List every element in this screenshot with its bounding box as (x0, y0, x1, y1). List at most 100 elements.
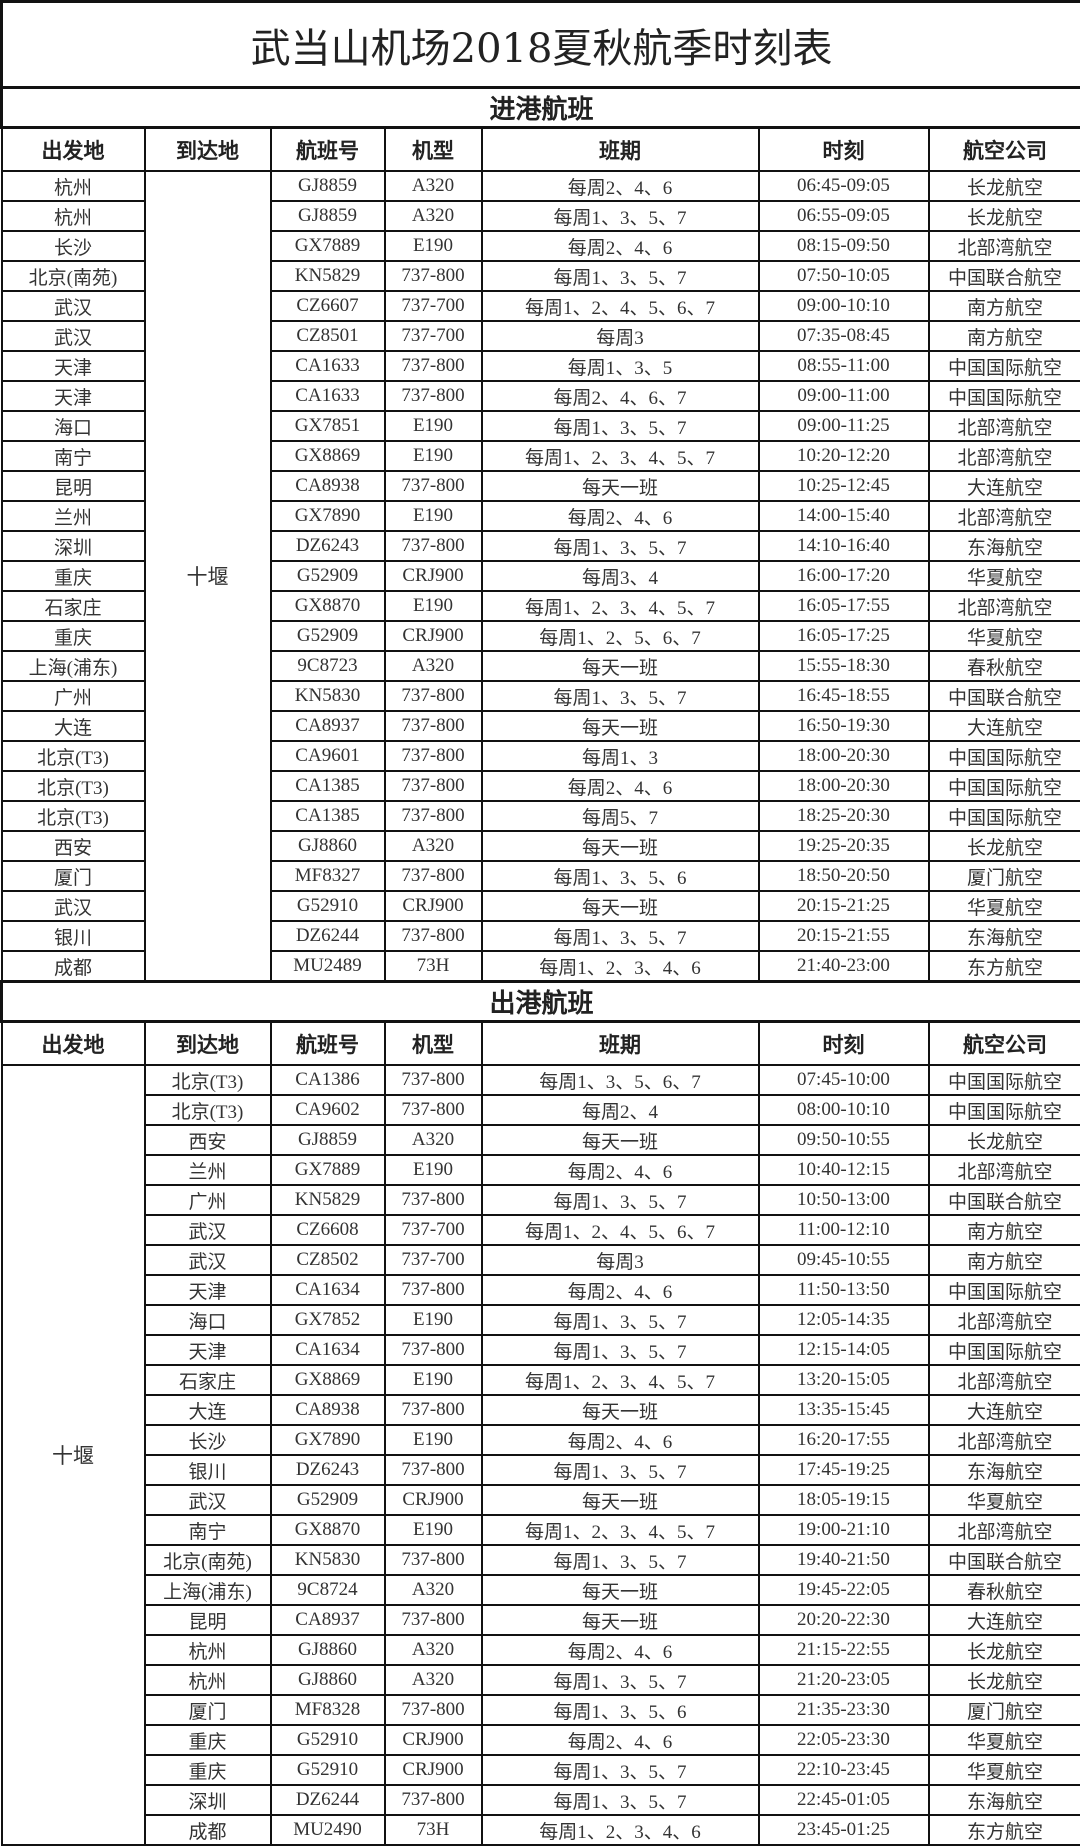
cell-flight-number: GX7889 (271, 1155, 385, 1185)
cell-airline: 长龙航空 (929, 1125, 1080, 1155)
cell-flight-number: CA1386 (271, 1065, 385, 1095)
cell-time: 16:05-17:55 (759, 591, 929, 621)
cell-destination: 大连 (145, 1395, 271, 1425)
cell-schedule: 每周1、3、5、6、7 (482, 1065, 759, 1095)
cell-aircraft: 737-800 (385, 1335, 482, 1365)
cell-time: 18:50-20:50 (759, 861, 929, 891)
cell-airline: 华夏航空 (929, 1755, 1080, 1785)
cell-schedule: 每周1、2、3、4、6 (482, 1815, 759, 1845)
cell-time: 06:45-09:05 (759, 171, 929, 201)
cell-flight-number: GJ8860 (271, 831, 385, 861)
cell-flight-number: CA8937 (271, 711, 385, 741)
cell-time: 21:35-23:30 (759, 1695, 929, 1725)
cell-schedule: 每天一班 (482, 1125, 759, 1155)
cell-airline: 北部湾航空 (929, 1305, 1080, 1335)
cell-flight-number: MU2490 (271, 1815, 385, 1845)
cell-schedule: 每周1、2、3、4、5、7 (482, 591, 759, 621)
cell-schedule: 每周1、3 (482, 741, 759, 771)
cell-destination: 石家庄 (145, 1365, 271, 1395)
cell-schedule: 每周1、3、5、7 (482, 531, 759, 561)
cell-aircraft: 737-800 (385, 771, 482, 801)
cell-aircraft: 737-700 (385, 1215, 482, 1245)
cell-aircraft: A320 (385, 1665, 482, 1695)
cell-origin: 西安 (2, 831, 145, 861)
cell-destination: 武汉 (145, 1215, 271, 1245)
cell-origin: 武汉 (2, 291, 145, 321)
cell-airline: 北部湾航空 (929, 1155, 1080, 1185)
cell-airline: 南方航空 (929, 321, 1080, 351)
cell-flight-number: DZ6244 (271, 1785, 385, 1815)
cell-airline: 北部湾航空 (929, 411, 1080, 441)
cell-airline: 华夏航空 (929, 891, 1080, 921)
column-header-schedule: 班期 (482, 128, 759, 172)
cell-flight-number: CA1385 (271, 801, 385, 831)
cell-airline: 北部湾航空 (929, 1365, 1080, 1395)
cell-destination: 杭州 (145, 1665, 271, 1695)
cell-airline: 中国国际航空 (929, 801, 1080, 831)
cell-time: 18:00-20:30 (759, 741, 929, 771)
cell-time: 23:45-01:25 (759, 1815, 929, 1845)
cell-flight-number: MF8327 (271, 861, 385, 891)
column-header-flight-number: 航班号 (271, 1022, 385, 1066)
cell-schedule: 每周1、2、4、5、6、7 (482, 1215, 759, 1245)
cell-airline: 华夏航空 (929, 561, 1080, 591)
cell-airline: 东海航空 (929, 921, 1080, 951)
cell-flight-number: GX7889 (271, 231, 385, 261)
cell-origin: 北京(T3) (2, 771, 145, 801)
cell-origin: 厦门 (2, 861, 145, 891)
cell-schedule: 每周2、4、6 (482, 501, 759, 531)
cell-time: 10:20-12:20 (759, 441, 929, 471)
cell-time: 16:20-17:55 (759, 1425, 929, 1455)
cell-airline: 长龙航空 (929, 831, 1080, 861)
cell-time: 19:00-21:10 (759, 1515, 929, 1545)
column-header-row: 出发地到达地航班号机型班期时刻航空公司 (2, 1022, 1080, 1066)
cell-aircraft: 737-800 (385, 801, 482, 831)
column-header-schedule: 班期 (482, 1022, 759, 1066)
cell-destination: 南宁 (145, 1515, 271, 1545)
cell-airline: 东海航空 (929, 1785, 1080, 1815)
cell-flight-number: CZ8501 (271, 321, 385, 351)
cell-aircraft: 737-800 (385, 1065, 482, 1095)
cell-schedule: 每周1、3、5、7 (482, 921, 759, 951)
cell-origin: 上海(浦东) (2, 651, 145, 681)
cell-time: 10:50-13:00 (759, 1185, 929, 1215)
cell-time: 08:55-11:00 (759, 351, 929, 381)
column-header-aircraft: 机型 (385, 128, 482, 172)
cell-flight-number: KN5830 (271, 1545, 385, 1575)
cell-destination: 成都 (145, 1815, 271, 1845)
cell-flight-number: GX7852 (271, 1305, 385, 1335)
cell-time: 06:55-09:05 (759, 201, 929, 231)
column-header-destination: 到达地 (145, 128, 271, 172)
cell-origin: 兰州 (2, 501, 145, 531)
cell-origin: 杭州 (2, 171, 145, 201)
cell-schedule: 每天一班 (482, 651, 759, 681)
cell-aircraft: 737-700 (385, 291, 482, 321)
cell-aircraft: E190 (385, 1155, 482, 1185)
cell-destination: 天津 (145, 1275, 271, 1305)
cell-time: 16:05-17:25 (759, 621, 929, 651)
cell-airline: 中国国际航空 (929, 1095, 1080, 1125)
cell-destination: 昆明 (145, 1605, 271, 1635)
cell-flight-number: GX8869 (271, 1365, 385, 1395)
cell-destination: 海口 (145, 1305, 271, 1335)
cell-schedule: 每天一班 (482, 831, 759, 861)
cell-airline: 中国联合航空 (929, 681, 1080, 711)
cell-airline: 南方航空 (929, 1245, 1080, 1275)
cell-aircraft: 737-800 (385, 1095, 482, 1125)
cell-aircraft: E190 (385, 1365, 482, 1395)
cell-destination: 北京(T3) (145, 1095, 271, 1125)
cell-schedule: 每天一班 (482, 1605, 759, 1635)
cell-time: 14:00-15:40 (759, 501, 929, 531)
cell-time: 19:40-21:50 (759, 1545, 929, 1575)
cell-schedule: 每周1、3、5、7 (482, 1185, 759, 1215)
cell-origin: 银川 (2, 921, 145, 951)
cell-origin: 长沙 (2, 231, 145, 261)
